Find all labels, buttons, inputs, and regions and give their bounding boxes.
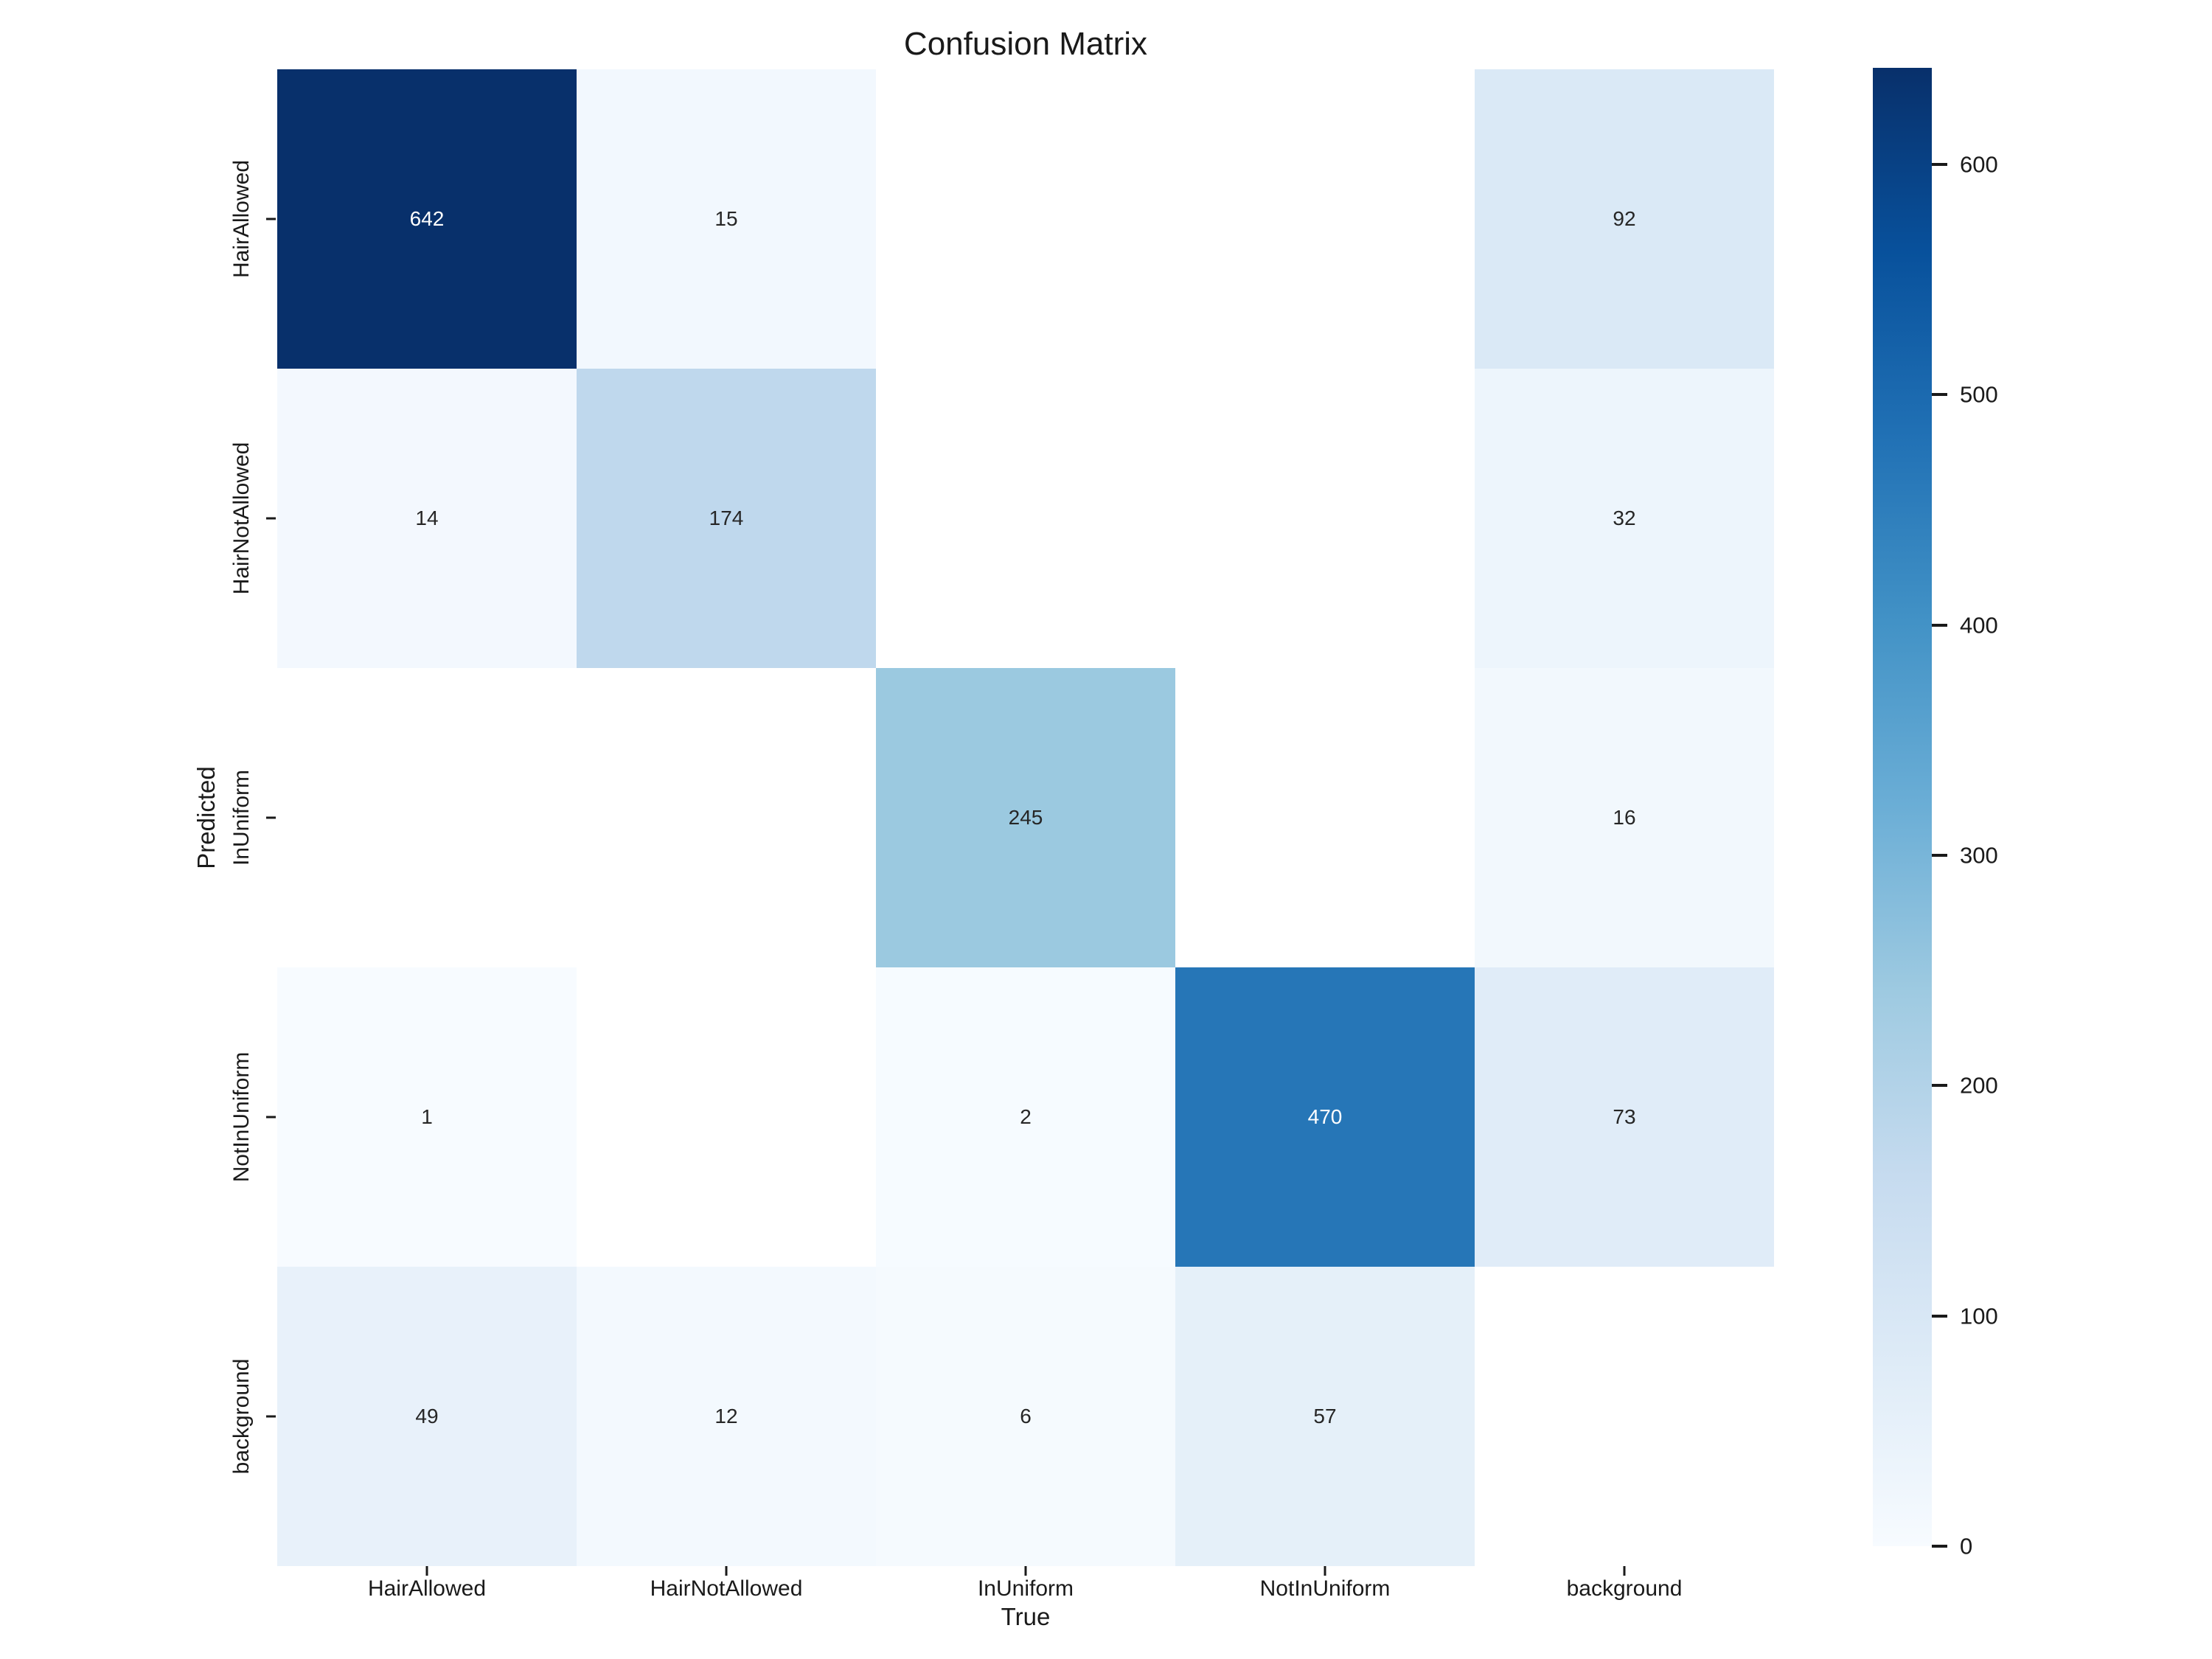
cell-value: 57: [1313, 1405, 1337, 1427]
x-tick-label: background: [1566, 1576, 1683, 1601]
y-tick-mark: [266, 218, 276, 220]
colorbar-tick-mark: [1932, 623, 1947, 627]
x-tick-label: NotInUniform: [1259, 1576, 1391, 1601]
x-tick-mark: [725, 1566, 728, 1576]
cell-value: 92: [1613, 207, 1636, 230]
y-tick-label: InUniform: [229, 769, 254, 866]
x-axis-label: True: [1001, 1603, 1051, 1630]
heatmap-cell: 73: [1475, 967, 1774, 1267]
cell-value: 15: [714, 207, 738, 230]
cell-value: 32: [1613, 507, 1636, 529]
heatmap-cell: 2: [876, 967, 1175, 1267]
heatmap-cell: [876, 369, 1175, 668]
heatmap-cell: [1475, 1267, 1774, 1566]
heatmap-cell: 92: [1475, 69, 1774, 369]
cell-value: 14: [415, 507, 439, 529]
y-tick-label: HairNotAllowed: [229, 442, 254, 595]
cell-value: 12: [714, 1405, 738, 1427]
y-tick-label: background: [229, 1358, 254, 1475]
cell-value: 470: [1307, 1105, 1343, 1128]
heatmap-cell: 174: [577, 369, 876, 668]
heatmap-cell: 14: [277, 369, 577, 668]
heatmap-cell: 245: [876, 668, 1175, 967]
colorbar-tick-mark: [1932, 163, 1947, 167]
cell-value: 174: [709, 507, 744, 529]
heatmap-cell: 32: [1475, 369, 1774, 668]
x-tick-mark: [1324, 1566, 1326, 1576]
heatmap-cell: [1175, 369, 1475, 668]
heatmap-cell: [1175, 69, 1475, 369]
colorbar-tick-mark: [1932, 1314, 1947, 1318]
x-tick-label: HairAllowed: [367, 1576, 487, 1601]
colorbar-tick-mark: [1932, 393, 1947, 397]
y-axis-label: Predicted: [192, 766, 220, 869]
y-tick-label: HairAllowed: [229, 159, 254, 279]
colorbar-tick-mark: [1932, 1084, 1947, 1088]
heatmap-cell: [577, 668, 876, 967]
colorbar-tick-label: 0: [1960, 1533, 1973, 1559]
cell-value: 2: [1020, 1105, 1032, 1128]
x-tick-label: HairNotAllowed: [650, 1576, 803, 1601]
colorbar-tick-label: 100: [1960, 1303, 1998, 1329]
cell-value: 49: [415, 1405, 439, 1427]
cell-value: 6: [1020, 1405, 1032, 1427]
heatmap-cell: 642: [277, 69, 577, 369]
heatmap-cell: 1: [277, 967, 577, 1267]
cell-value: 73: [1613, 1105, 1636, 1128]
colorbar-tick-mark: [1932, 1545, 1947, 1548]
cell-value: 16: [1613, 806, 1636, 829]
x-tick-mark: [1623, 1566, 1626, 1576]
cell-value: 642: [409, 207, 445, 230]
colorbar-gradient: [1873, 68, 1932, 1546]
heatmap-cell: 470: [1175, 967, 1475, 1267]
cell-value: 245: [1008, 806, 1043, 829]
heatmap-cell: [577, 967, 876, 1267]
x-tick-mark: [1024, 1566, 1027, 1576]
heatmap-cell: 15: [577, 69, 876, 369]
x-tick-label: InUniform: [977, 1576, 1074, 1601]
chart-title: Confusion Matrix: [903, 26, 1148, 62]
colorbar-tick-mark: [1932, 854, 1947, 858]
heatmap-grid: 642 15 92 14 174 32 245 16 1 2 470 73 49 12 6 57: [277, 69, 1774, 1566]
y-tick-mark: [266, 517, 276, 520]
heatmap-cell: 12: [577, 1267, 876, 1566]
colorbar-tick-label: 600: [1960, 151, 1998, 178]
heatmap-cell: 49: [277, 1267, 577, 1566]
cell-value: 1: [421, 1105, 433, 1128]
heatmap-cell: 16: [1475, 668, 1774, 967]
heatmap-cell: 57: [1175, 1267, 1475, 1566]
heatmap-cell: [876, 69, 1175, 369]
heatmap-cell: 6: [876, 1267, 1175, 1566]
colorbar-tick-label: 300: [1960, 842, 1998, 869]
colorbar-tick-label: 400: [1960, 612, 1998, 639]
heatmap-cell: [277, 668, 577, 967]
x-tick-mark: [425, 1566, 428, 1576]
y-tick-mark: [266, 816, 276, 819]
y-tick-mark: [266, 1415, 276, 1418]
colorbar-tick-label: 200: [1960, 1072, 1998, 1099]
heatmap-cell: [1175, 668, 1475, 967]
colorbar-tick-label: 500: [1960, 381, 1998, 408]
y-tick-mark: [266, 1116, 276, 1119]
y-tick-label: NotInUniform: [229, 1051, 254, 1183]
